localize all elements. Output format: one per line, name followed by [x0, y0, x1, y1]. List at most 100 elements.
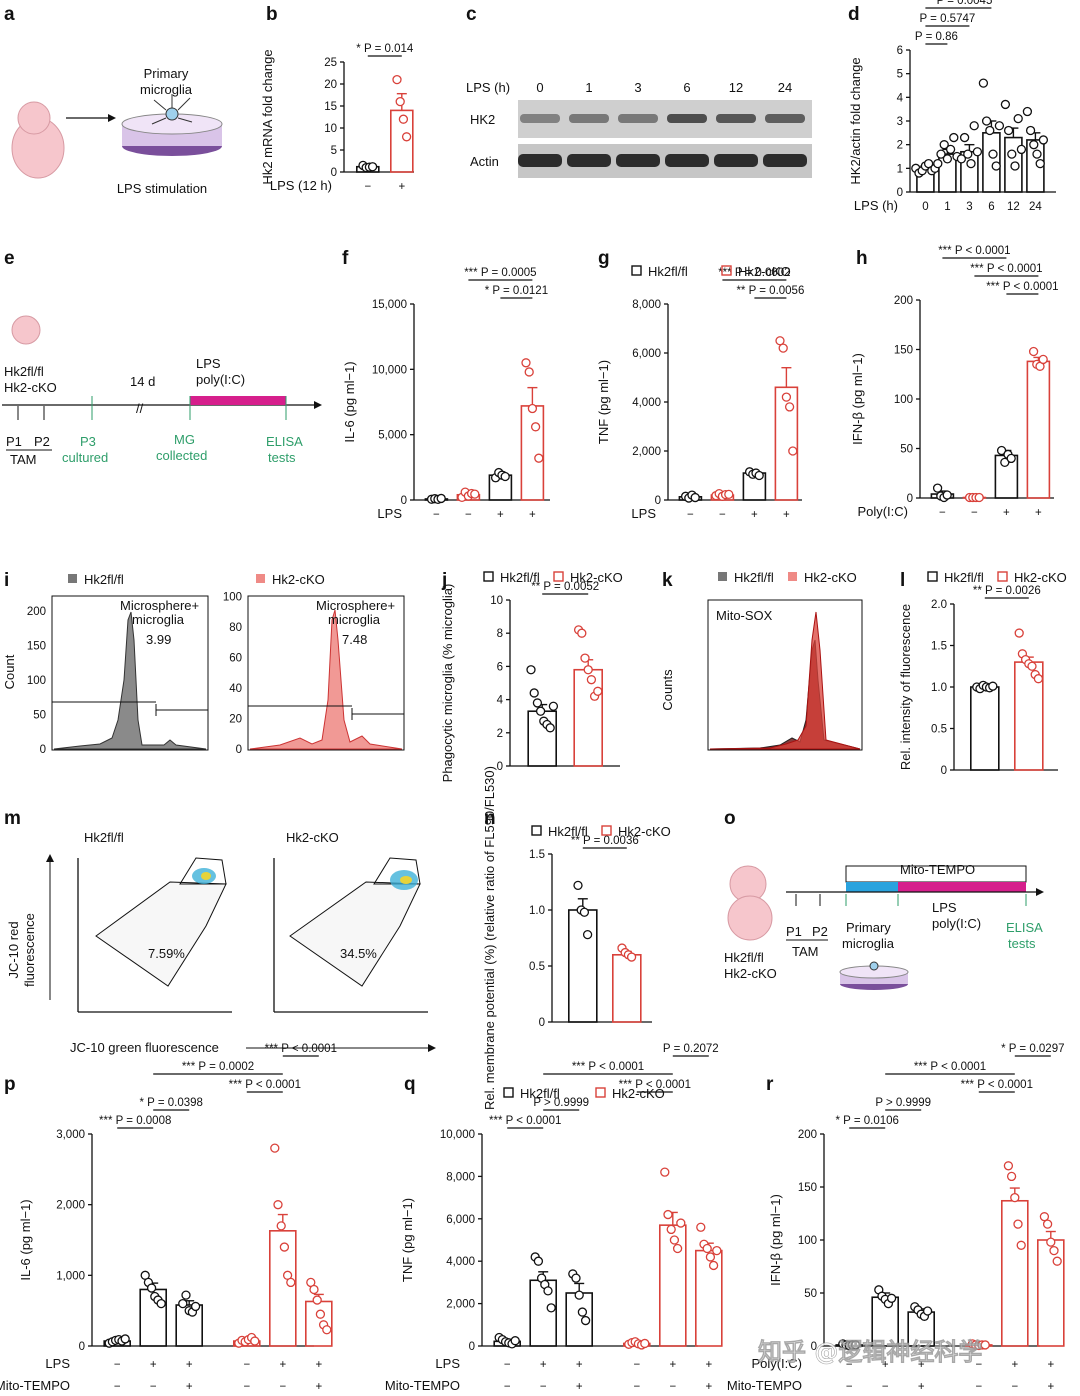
- chart-b: 0 5 10 15 20 25 Hk2 mRNA fold change − + LPS (12 …: [260, 43, 414, 193]
- legend-j-wt: Hk2fl/fl: [500, 570, 540, 585]
- dotplot-wt-title: Hk2fl/fl: [84, 830, 124, 845]
- data-point: [395, 96, 405, 107]
- x-tick-label-row2: −: [504, 1381, 511, 1393]
- data-point: [574, 1290, 584, 1300]
- hist-ko-ytick: 80: [229, 622, 242, 634]
- dot-density-wt-core: [201, 872, 211, 880]
- data-point: [626, 952, 637, 962]
- legend-i-ko: Hk2-cKO: [272, 572, 325, 587]
- sig-label: *** P < 0.0001: [914, 1061, 986, 1073]
- data-point: [663, 1209, 673, 1220]
- label-g: g: [598, 248, 610, 269]
- x-tick-label-row2: +: [576, 1381, 583, 1393]
- data-point: [577, 1307, 588, 1317]
- microglia-text: microglia: [140, 82, 193, 97]
- chart-r: 0 50 100 150 200 IFN-β (pg ml−1) − + + − + + − − + − − + P…: [727, 1043, 1065, 1393]
- label-n: n: [484, 808, 496, 829]
- y-tick-label: 5,000: [378, 430, 407, 442]
- y-tick-label: 0: [401, 495, 407, 507]
- y-tick-label: 4,000: [446, 1256, 475, 1268]
- y-axis-label: IFN-β (pg ml−1): [850, 353, 865, 445]
- treat-text-1: LPS: [196, 356, 221, 371]
- mouse-genotype-2: Hk2-cKO: [724, 966, 777, 981]
- y-tick-label: 10,000: [372, 364, 407, 376]
- chart-j: 0 2 4 6 8 10 Phagocytic microglia (% microglia…: [440, 581, 620, 782]
- data-point: [966, 158, 976, 169]
- y-tick-label: 15: [324, 101, 337, 113]
- tam-text: TAM: [792, 944, 818, 959]
- data-point: [922, 1306, 933, 1316]
- data-point: [120, 1334, 130, 1344]
- mitosox-ylabel: Counts: [660, 669, 675, 711]
- data-point: [273, 1200, 283, 1210]
- label-c: c: [466, 4, 477, 25]
- data-point: [942, 154, 953, 164]
- x-tick-label: +: [882, 1359, 889, 1371]
- chart-l: 0 0.5 1.0 1.5 2.0 Rel. intensity of fluoresce…: [898, 585, 1058, 777]
- data-point: [1016, 1240, 1026, 1250]
- y-tick-label: 0: [897, 187, 903, 199]
- hist-ko-curve: [249, 609, 403, 750]
- x-tick-label: +: [398, 181, 405, 193]
- sig-label: *** P < 0.0001: [619, 1079, 691, 1091]
- data-point: [571, 1273, 581, 1283]
- dotplot-ko-value: 34.5%: [340, 946, 377, 961]
- dotplot-ylabel-2: fluorescence: [22, 913, 37, 987]
- label-i: i: [4, 570, 9, 591]
- data-point: [250, 1336, 260, 1346]
- x-tick-label: −: [433, 509, 440, 521]
- x-row2-label: Mito-TEMPO: [385, 1378, 460, 1393]
- y-tick-label: 8: [497, 628, 503, 640]
- actin-label: Actin: [470, 154, 499, 169]
- mouse-genotype-2: Hk2-cKO: [4, 380, 57, 395]
- y-tick-label: 100: [798, 1235, 817, 1247]
- legend-j-wt-swatch: [483, 571, 494, 582]
- hist-ko-ytick: 40: [229, 683, 242, 695]
- data-point: [146, 1283, 157, 1293]
- x-tick-label-row2: +: [315, 1381, 322, 1393]
- time-label: 1: [585, 80, 592, 95]
- sig-label: ** P = 0.0045: [924, 0, 992, 7]
- mitosox-ko-curve: [709, 611, 861, 750]
- primary-text: Primary: [144, 66, 189, 81]
- sig-label: * P = 0.0121: [485, 285, 548, 297]
- data-point: [580, 653, 590, 663]
- legend-n-ko-swatch: [601, 825, 612, 836]
- panel-m-dotplots: Hk2fl/fl Hk2-cKO 7.59% 34.5% JC-10 red f…: [6, 830, 436, 1055]
- x-tick-label: +: [150, 1359, 157, 1371]
- y-tick-label: 0: [941, 765, 947, 777]
- y-tick-label: 4,000: [632, 397, 661, 409]
- y-tick-label: 1.0: [529, 905, 545, 917]
- lps-stimulation-text: LPS stimulation: [117, 181, 207, 196]
- y-tick-label: 8,000: [632, 299, 661, 311]
- y-tick-label: 100: [894, 394, 913, 406]
- legend-j-ko-swatch: [553, 571, 564, 582]
- legend-i-ko-swatch: [256, 574, 265, 583]
- legend-k-wt-swatch: [718, 572, 727, 581]
- hist-wt-ytick: 50: [33, 710, 46, 722]
- hist-wt-ytick: 0: [40, 744, 46, 756]
- data-point: [535, 706, 546, 716]
- x-row2-label: Mito-TEMPO: [0, 1378, 70, 1393]
- label-b: b: [266, 4, 278, 25]
- x-tick-label: +: [540, 1359, 547, 1371]
- chart-g: 0 2,000 4,000 6,000 8,000 TNF (pg ml−1) − − + + LP…: [596, 267, 804, 521]
- x-tick-label: −: [971, 507, 978, 519]
- y-tick-label: 5: [331, 145, 337, 157]
- bar: [1026, 360, 1051, 499]
- sig-label: *** P < 0.0001: [489, 1115, 561, 1127]
- label-f: f: [342, 248, 349, 269]
- data-point: [276, 1221, 286, 1231]
- data-point: [315, 1309, 326, 1319]
- data-point: [850, 1340, 861, 1350]
- mitosox-frame: [707, 599, 863, 751]
- hist-ylabel: Count: [2, 654, 17, 689]
- data-point: [1042, 1219, 1053, 1229]
- gate-polygon-wt: [95, 881, 227, 987]
- y-tick-label: 10: [324, 123, 337, 135]
- panel-i-histograms: Microsphere+ microglia 3.99 Microsphere+…: [2, 592, 405, 756]
- x-tick-label-row2: +: [1047, 1381, 1054, 1393]
- data-point: [981, 116, 992, 126]
- gate-polygon-ko: [289, 881, 421, 987]
- data-point: [178, 1298, 188, 1309]
